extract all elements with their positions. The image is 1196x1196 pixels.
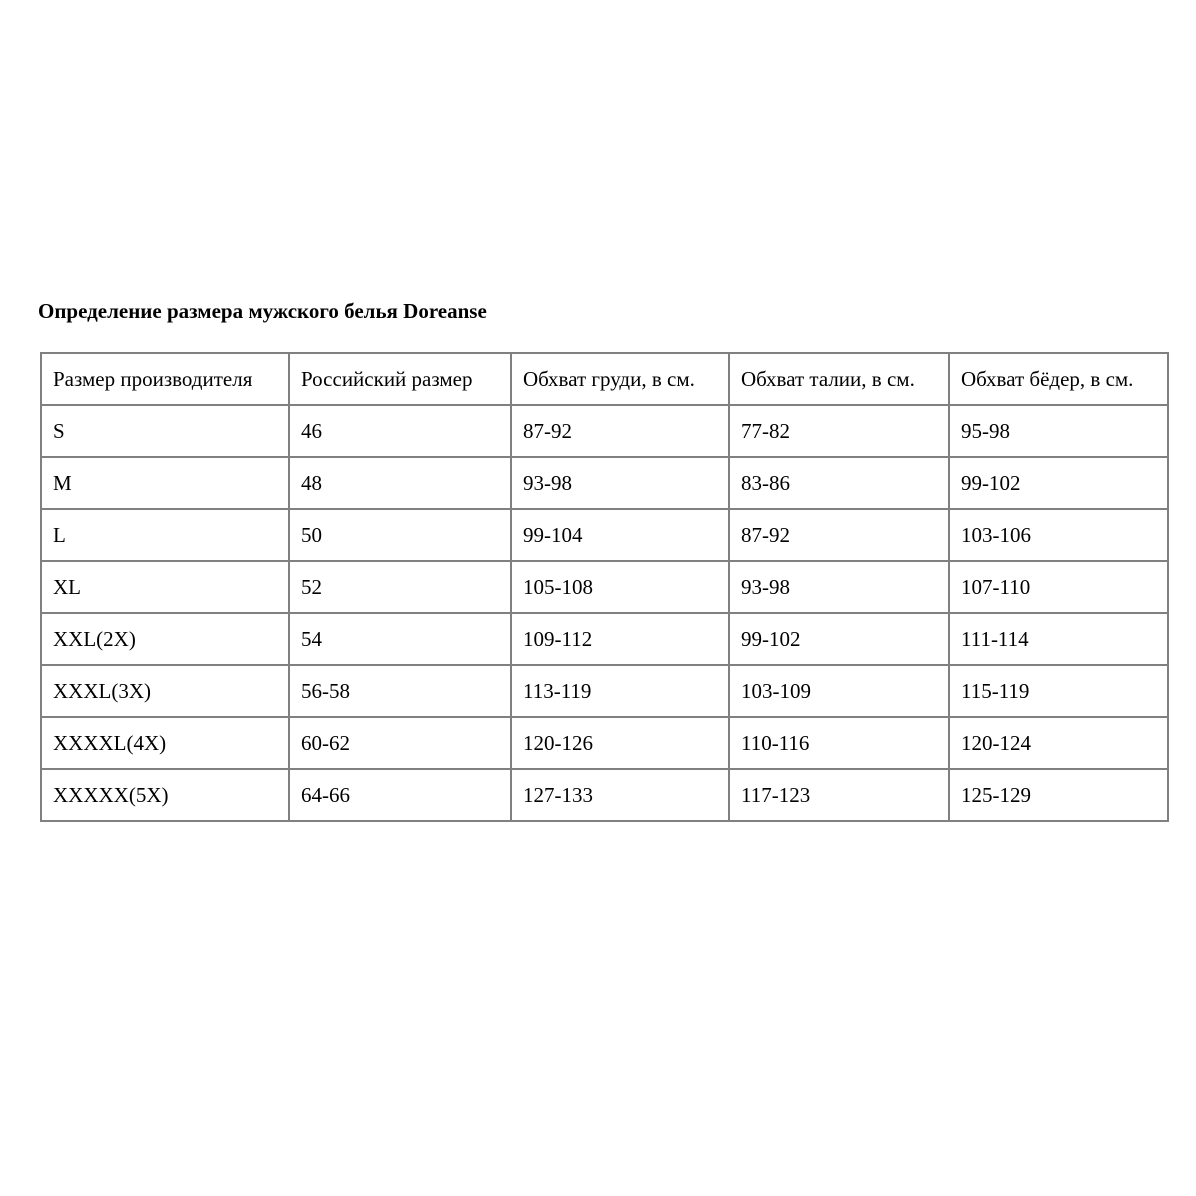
table-cell: 127-133 bbox=[510, 768, 730, 822]
table-row: XXL(2X) 54 109-112 99-102 111-114 bbox=[40, 612, 1169, 666]
table-cell: 56-58 bbox=[288, 664, 512, 718]
table-cell: 125-129 bbox=[948, 768, 1169, 822]
page-title: Определение размера мужского белья Dorea… bbox=[38, 299, 487, 323]
table-cell: 52 bbox=[288, 560, 512, 614]
table-cell: 87-92 bbox=[728, 508, 950, 562]
table-cell: 95-98 bbox=[948, 404, 1169, 458]
column-header: Обхват груди, в см. bbox=[510, 352, 730, 406]
table-header-row: Размер производителя Российский размер Обх… bbox=[40, 352, 1169, 406]
table-cell: 99-102 bbox=[728, 612, 950, 666]
table-cell: 107-110 bbox=[948, 560, 1169, 614]
column-header: Обхват бёдер, в см. bbox=[948, 352, 1169, 406]
table-cell: 115-119 bbox=[948, 664, 1169, 718]
table-cell: 105-108 bbox=[510, 560, 730, 614]
table-cell: 110-116 bbox=[728, 716, 950, 770]
table-body: S 46 87-92 77-82 95-98 M 48 93-98 83-86 99-102 L 50… bbox=[40, 404, 1169, 822]
table-cell: 103-106 bbox=[948, 508, 1169, 562]
table-cell: 46 bbox=[288, 404, 512, 458]
table-row: XXXL(3X) 56-58 113-119 103-109 115-119 bbox=[40, 664, 1169, 718]
table-cell: 117-123 bbox=[728, 768, 950, 822]
table-cell: 83-86 bbox=[728, 456, 950, 510]
table-cell: S bbox=[40, 404, 290, 458]
table-cell: 99-104 bbox=[510, 508, 730, 562]
table-cell: 48 bbox=[288, 456, 512, 510]
table-cell: XL bbox=[40, 560, 290, 614]
table-row: L 50 99-104 87-92 103-106 bbox=[40, 508, 1169, 562]
table-cell: XXL(2X) bbox=[40, 612, 290, 666]
column-header: Российский размер bbox=[288, 352, 512, 406]
table-cell: 87-92 bbox=[510, 404, 730, 458]
table-cell: 60-62 bbox=[288, 716, 512, 770]
table-cell: 109-112 bbox=[510, 612, 730, 666]
table-row: XL 52 105-108 93-98 107-110 bbox=[40, 560, 1169, 614]
table-cell: 103-109 bbox=[728, 664, 950, 718]
table-row: XXXXL(4X) 60-62 120-126 110-116 120-124 bbox=[40, 716, 1169, 770]
table-cell: XXXXL(4X) bbox=[40, 716, 290, 770]
table-cell: 77-82 bbox=[728, 404, 950, 458]
table-cell: 99-102 bbox=[948, 456, 1169, 510]
column-header: Обхват талии, в см. bbox=[728, 352, 950, 406]
table-cell: 120-126 bbox=[510, 716, 730, 770]
table-row: S 46 87-92 77-82 95-98 bbox=[40, 404, 1169, 458]
table-cell: 93-98 bbox=[510, 456, 730, 510]
table-cell: 64-66 bbox=[288, 768, 512, 822]
table-row: M 48 93-98 83-86 99-102 bbox=[40, 456, 1169, 510]
table-cell: 111-114 bbox=[948, 612, 1169, 666]
column-header: Размер производителя bbox=[40, 352, 290, 406]
table-row: XXXXX(5X) 64-66 127-133 117-123 125-129 bbox=[40, 768, 1169, 822]
table-cell: 113-119 bbox=[510, 664, 730, 718]
table-cell: M bbox=[40, 456, 290, 510]
size-chart-table: Размер производителя Российский размер Обх… bbox=[40, 352, 1169, 822]
table-cell: XXXXX(5X) bbox=[40, 768, 290, 822]
table-cell: L bbox=[40, 508, 290, 562]
table-cell: 93-98 bbox=[728, 560, 950, 614]
table-cell: 54 bbox=[288, 612, 512, 666]
table-cell: 120-124 bbox=[948, 716, 1169, 770]
table-cell: XXXL(3X) bbox=[40, 664, 290, 718]
table-cell: 50 bbox=[288, 508, 512, 562]
